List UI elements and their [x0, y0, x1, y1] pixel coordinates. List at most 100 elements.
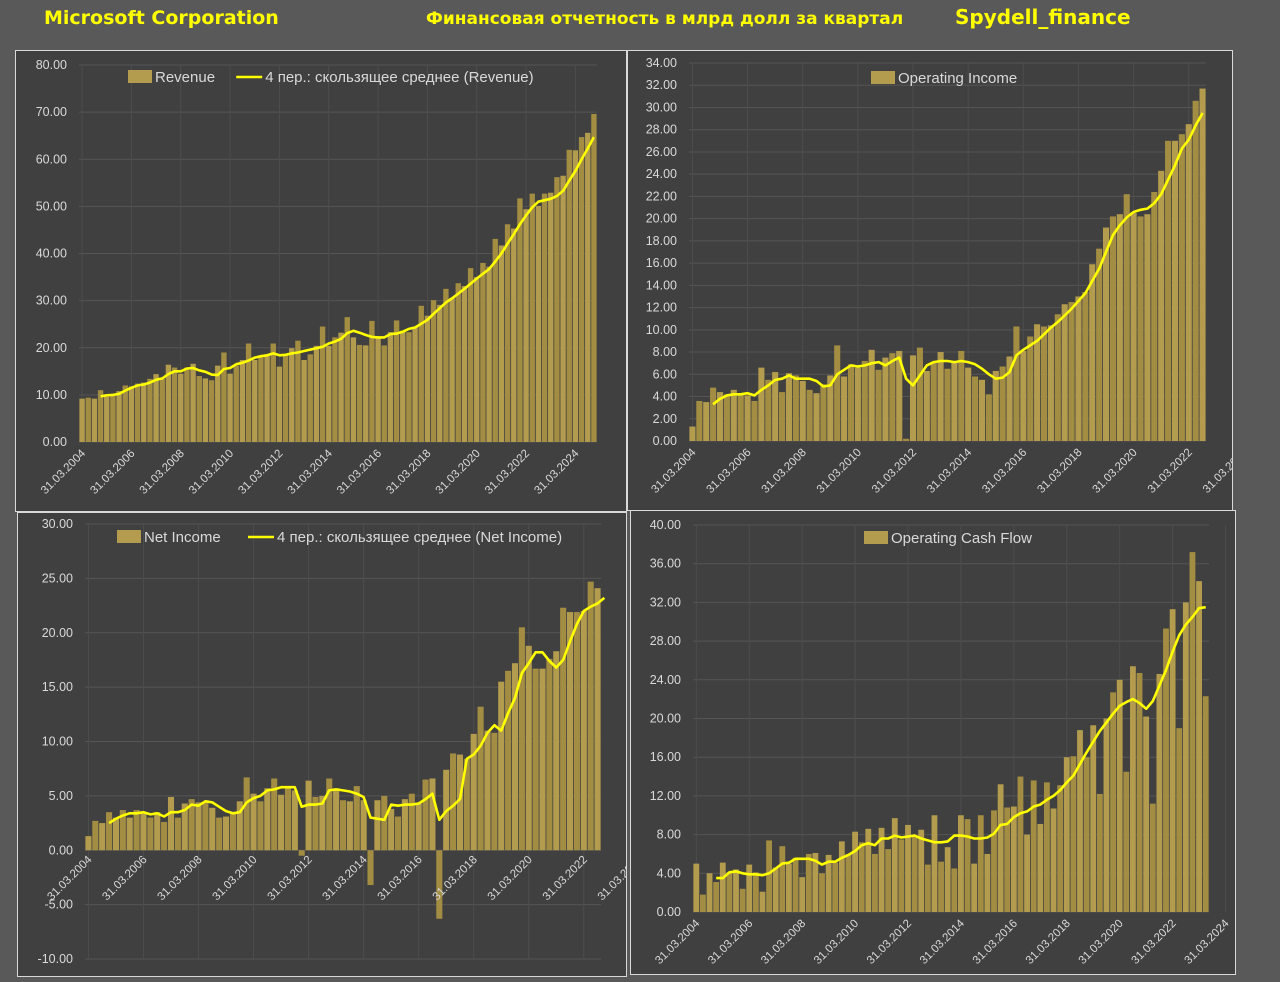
bar — [374, 800, 381, 851]
bar — [878, 827, 885, 912]
y-tick-label: 6.00 — [653, 367, 677, 381]
bar — [517, 198, 523, 442]
bar — [891, 818, 898, 912]
y-tick-label: 0.00 — [43, 435, 67, 449]
bar — [737, 394, 744, 441]
bar — [443, 288, 449, 442]
bar — [418, 305, 424, 442]
bar — [924, 864, 931, 912]
bar — [1089, 264, 1096, 441]
y-tick-label: 20.00 — [650, 712, 681, 726]
bar — [356, 344, 363, 442]
bar — [578, 137, 585, 442]
y-tick-label: 12.00 — [650, 789, 681, 803]
bar — [388, 808, 395, 851]
bar — [178, 373, 184, 442]
bar — [195, 802, 202, 851]
y-tick-label: 8.00 — [653, 345, 677, 359]
bar — [171, 367, 178, 442]
bar — [1103, 227, 1110, 441]
bar — [875, 369, 882, 441]
bar — [1192, 100, 1199, 442]
bar-series — [689, 88, 1206, 442]
bar — [239, 360, 246, 442]
bar-series — [693, 552, 1209, 912]
bar — [882, 357, 889, 441]
bar — [958, 815, 964, 912]
bar — [898, 839, 905, 912]
bar — [461, 286, 468, 442]
bar — [889, 353, 896, 441]
bar — [991, 810, 997, 912]
bar — [1077, 730, 1083, 912]
bar — [381, 345, 387, 442]
bar — [245, 343, 252, 442]
bar — [504, 224, 511, 442]
y-tick-label: 15.00 — [42, 680, 73, 694]
bar — [1158, 170, 1165, 441]
bar — [474, 277, 480, 442]
bar — [122, 385, 128, 442]
bar — [1090, 725, 1097, 912]
bar — [1178, 134, 1185, 441]
y-tick-label: 10.00 — [36, 388, 67, 402]
bar — [580, 611, 587, 851]
bar — [865, 828, 872, 912]
bar — [1037, 823, 1044, 912]
bar — [689, 426, 696, 441]
moving-average-line — [712, 112, 1204, 406]
bar — [229, 812, 236, 851]
y-tick-label: 60.00 — [36, 152, 67, 166]
y-tick-label: 14.00 — [646, 278, 677, 292]
bar — [716, 392, 724, 441]
bar — [305, 780, 312, 851]
y-tick-label: 16.00 — [650, 750, 681, 764]
bar — [276, 366, 283, 442]
legend-label: Revenue — [155, 69, 215, 86]
bar — [147, 817, 154, 851]
bar — [1044, 782, 1050, 912]
bar — [977, 815, 984, 912]
y-tick-label: 30.00 — [36, 294, 67, 308]
bar — [916, 347, 923, 441]
bar — [79, 398, 85, 442]
bar — [1171, 140, 1179, 441]
bar — [511, 663, 519, 851]
y-tick-label: 30.00 — [42, 517, 73, 531]
legend-label: Net Income — [144, 529, 221, 546]
bar — [216, 817, 223, 851]
bar — [1156, 673, 1163, 912]
bar — [1202, 696, 1209, 912]
bar — [847, 364, 855, 441]
bar — [972, 376, 979, 441]
bar — [208, 380, 215, 442]
y-tick-label: 0.00 — [49, 843, 73, 857]
bar — [1083, 757, 1090, 912]
bar — [284, 786, 291, 851]
bar — [535, 205, 542, 442]
bar — [492, 238, 498, 442]
bar — [903, 438, 910, 441]
bar — [978, 379, 986, 441]
bar — [243, 777, 250, 851]
y-tick-label: -5.00 — [45, 898, 74, 912]
y-tick-label: 32.00 — [646, 78, 677, 92]
bar — [759, 891, 766, 912]
bar — [484, 730, 491, 851]
bar — [930, 362, 937, 441]
bar — [971, 863, 978, 912]
bar — [511, 228, 517, 442]
legend-label: 4 пер.: скользящее среднее (Revenue) — [265, 69, 533, 86]
bar — [726, 872, 733, 912]
revenue-chart: 0.00 10.00 20.00 30.00 40.00 50.00 60.00 70.00 8… — [15, 50, 627, 512]
bar — [480, 262, 486, 442]
bar — [470, 733, 477, 851]
bar — [332, 337, 338, 442]
bar — [819, 873, 825, 912]
bar — [1110, 692, 1116, 912]
bar — [999, 366, 1006, 441]
bar — [832, 862, 839, 912]
legend-bar-swatch — [117, 530, 141, 543]
bar — [733, 869, 739, 912]
bar — [422, 779, 429, 851]
